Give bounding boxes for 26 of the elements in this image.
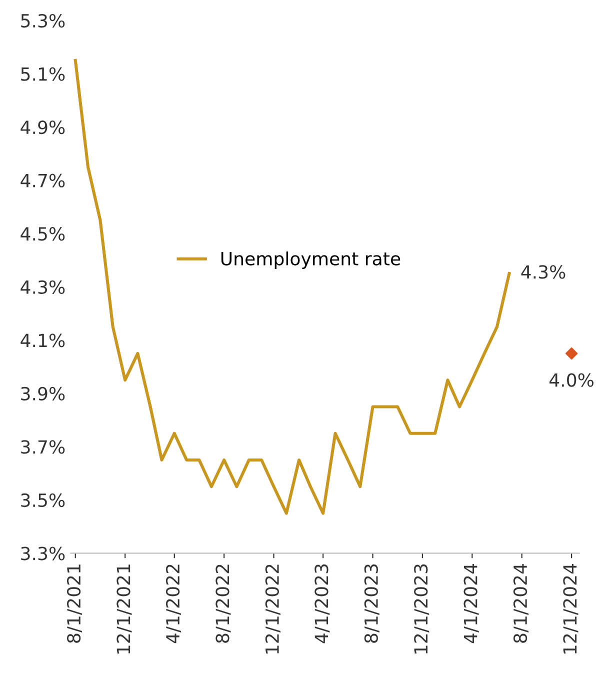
x-tick-label: 4/1/2024 xyxy=(464,564,479,644)
x-tick-label: 12/1/2024 xyxy=(563,564,578,654)
x-tick-label: 8/1/2023 xyxy=(364,564,380,643)
x-tick-label: 8/1/2021 xyxy=(66,564,82,643)
y-tick-label: 5.3% xyxy=(21,14,65,28)
x-tick-label: 8/1/2024 xyxy=(513,564,529,643)
data-label: 4.0% xyxy=(549,373,594,387)
x-tick-label: 12/1/2021 xyxy=(116,564,132,654)
x-tick-label: 8/1/2022 xyxy=(216,564,231,643)
y-tick-label: 3.7% xyxy=(21,440,65,454)
y-tick-label: 4.1% xyxy=(20,334,65,348)
x-tick-label: 4/1/2022 xyxy=(166,564,182,644)
x-tick-label: 12/1/2023 xyxy=(414,564,430,654)
line-series xyxy=(74,58,511,515)
y-tick-label: 4.9% xyxy=(20,120,65,134)
y-tick-label: 4.7% xyxy=(20,174,65,188)
y-tick-label: 4.5% xyxy=(20,227,65,241)
x-tick-label: 4/1/2023 xyxy=(314,564,330,644)
y-tick-label: 3.3% xyxy=(21,546,65,560)
x-tick-label: 12/1/2022 xyxy=(265,564,280,654)
y-tick-label: 3.9% xyxy=(21,386,65,401)
y-tick-label: 5.1% xyxy=(21,67,65,81)
y-tick-label: 4.3% xyxy=(20,280,65,294)
data-label: 4.3% xyxy=(521,265,566,279)
y-tick-label: 3.5% xyxy=(21,493,65,508)
legend-label: Unemployment rate xyxy=(221,251,400,269)
